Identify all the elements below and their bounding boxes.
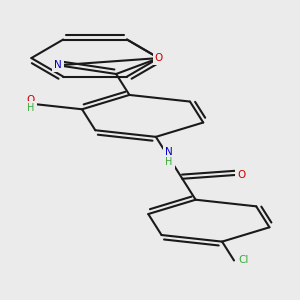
Text: H: H <box>27 103 34 113</box>
Text: O: O <box>154 53 163 63</box>
Text: O: O <box>26 95 35 105</box>
Text: N: N <box>54 60 62 70</box>
Text: O: O <box>237 169 246 179</box>
Text: N: N <box>165 147 173 158</box>
Text: H: H <box>165 157 173 167</box>
Text: Cl: Cl <box>239 256 249 266</box>
